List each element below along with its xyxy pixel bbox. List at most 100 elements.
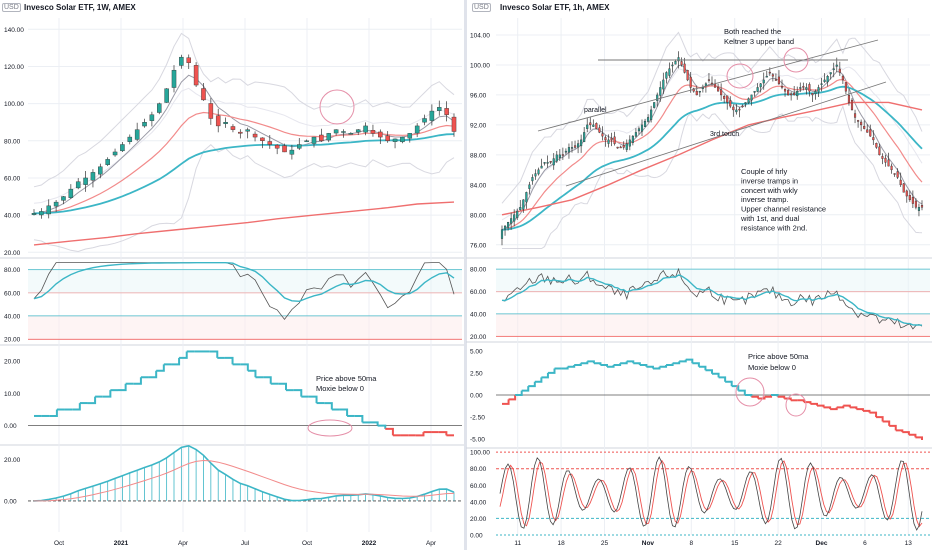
moxie-step (823, 406, 832, 410)
x-tick-label: Nov (642, 540, 655, 547)
candle (400, 136, 405, 143)
usd-badge[interactable]: USD (2, 3, 21, 12)
candle (802, 86, 805, 88)
candle (223, 122, 228, 124)
ma-50 (501, 101, 923, 216)
oscillator-zone (28, 269, 462, 293)
candle (311, 136, 317, 144)
hourly-chart-svg[interactable]: 76.0080.0084.0088.0092.0096.00100.00104.… (466, 0, 932, 550)
candle (528, 184, 531, 189)
moxie-step (836, 405, 845, 409)
keltner-upper (33, 32, 455, 188)
moxie-step (521, 386, 530, 392)
candle (260, 137, 265, 141)
moxie-step (613, 363, 622, 366)
candle (686, 69, 689, 81)
candle (899, 179, 902, 186)
moxie-step (502, 399, 510, 405)
candle (53, 201, 59, 207)
candle (537, 169, 540, 175)
price-tick-label: 104.00 (470, 32, 490, 39)
moxie-step (508, 395, 517, 401)
weekly-chart[interactable]: 20.00 40.00 60.00 80.00 100.00 120.00 140.00 20… (0, 0, 466, 550)
candle (534, 173, 537, 177)
price-tick-label: 100.00 (4, 101, 24, 108)
candle (680, 61, 683, 66)
moxie-step (869, 411, 878, 418)
candle (753, 90, 756, 93)
candle (333, 129, 339, 134)
moxie-step (171, 357, 181, 366)
candle (604, 137, 607, 141)
moxie-step (600, 363, 608, 367)
chart-title: Invesco Solar ETF, 1h, AMEX (500, 3, 610, 12)
candle (863, 125, 866, 129)
candle (215, 115, 221, 127)
candle (732, 106, 735, 111)
candle (592, 124, 595, 127)
moxie-step (659, 364, 668, 368)
moxie-step (49, 409, 58, 417)
moxie-step (633, 362, 641, 365)
candle (674, 61, 677, 65)
oscillator-line (501, 267, 923, 330)
usd-badge[interactable]: USD (472, 3, 491, 12)
candle (193, 65, 199, 86)
candle (643, 120, 647, 127)
candle (893, 173, 896, 175)
candle (422, 118, 427, 123)
moxie-step (738, 389, 746, 395)
candle (823, 79, 826, 82)
candle (274, 144, 280, 149)
price-tick-label: 80.00 (4, 138, 21, 145)
oscillator-tick-label: 60.00 (4, 290, 21, 297)
candle (61, 196, 66, 201)
moxie-step (862, 409, 871, 413)
oscillator-zone (496, 269, 930, 292)
oscillator-signal (33, 262, 455, 303)
hourly-chart[interactable]: 76.00 80.00 84.00 88.00 92.00 96.00 100.00 104.… (466, 0, 932, 550)
candle (580, 139, 583, 147)
candle (437, 107, 442, 111)
keltner-upper (501, 31, 923, 204)
oscillator-tick-label: 60.00 (470, 289, 487, 296)
price-tick-label: 96.00 (470, 92, 487, 99)
candle (586, 124, 589, 129)
x-tick-label: 6 (863, 540, 867, 547)
weekly-chart-svg[interactable]: 20.00 40.00 60.00 80.00 100.00 120.00 140.00 20… (0, 0, 466, 550)
oscillator-signal (501, 274, 923, 326)
x-tick-label: Oct (54, 540, 64, 547)
price-tick-label: 88.00 (470, 152, 487, 159)
moxie-step (915, 436, 923, 441)
x-tick-label: Dec (816, 540, 828, 547)
moxie-step (712, 372, 720, 378)
candle (659, 87, 662, 96)
candle (564, 150, 567, 153)
keltner-inner (33, 87, 455, 204)
oscillator-tick-label: 80.00 (470, 267, 487, 274)
candle (853, 113, 857, 118)
price-tick-label: 60.00 (4, 175, 21, 182)
candle (774, 79, 777, 81)
moxie-step (541, 372, 549, 379)
candle (543, 162, 546, 164)
candle (570, 147, 574, 149)
candle (549, 160, 552, 163)
candle (238, 131, 243, 134)
ma-cyan (501, 85, 923, 231)
pane-divider[interactable] (464, 0, 467, 550)
x-tick-label: 25 (601, 540, 609, 547)
candle (744, 102, 747, 104)
candle (619, 146, 622, 149)
candle (793, 92, 796, 96)
candle (835, 64, 838, 67)
moxie-step (876, 416, 884, 422)
oscillator-tick-label: 40.00 (470, 312, 487, 319)
candle (577, 143, 580, 148)
candle (917, 207, 921, 211)
x-tick-label: Oct (302, 540, 312, 547)
moxie-step (593, 362, 602, 365)
moxie-step (685, 358, 694, 364)
moxie-tick-label: 5.00 (470, 348, 483, 355)
x-tick-label: 18 (557, 540, 565, 547)
